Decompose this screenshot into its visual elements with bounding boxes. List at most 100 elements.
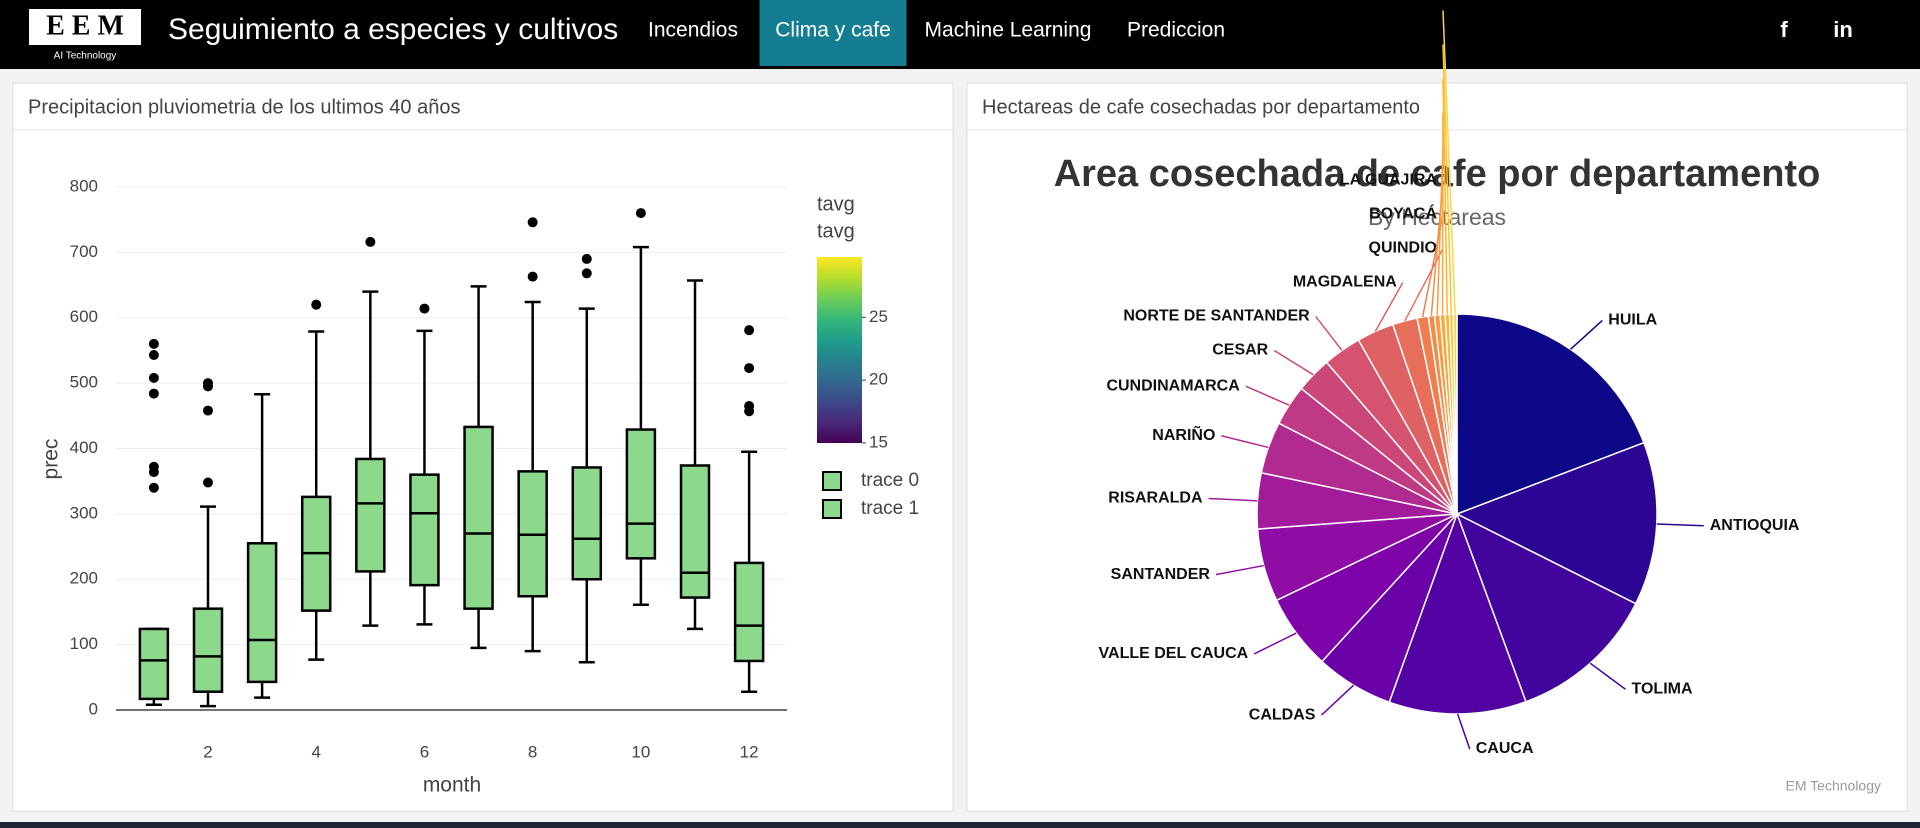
leader-line [1589,662,1626,690]
outlier [148,350,159,361]
box [625,428,657,560]
leader-line [1436,146,1444,316]
leader-line [1656,523,1704,527]
slice-label: LA GUAJIRA [1340,172,1438,189]
outlier [202,405,213,416]
pie-slice [1455,441,1658,605]
slice-label: CAUCA [1476,740,1534,757]
y-tick-label: 100 [70,634,98,653]
leader-line [1442,78,1449,315]
y-tick-label: 700 [70,242,98,261]
x-tick-label: 4 [311,742,320,761]
y-tick-label: 500 [70,373,98,392]
menu-item[interactable]: Incendios [648,19,738,42]
slice-label: VALLE DEL CAUCA [1099,645,1249,662]
slice-label: CUNDINAMARCA [1106,377,1240,394]
chart-title: Area cosechada de cafe por departamento [1054,153,1821,195]
box [192,607,224,693]
slice-label: BOYACÁ [1369,204,1437,223]
box [679,464,711,599]
menu-item[interactable]: Prediccion [1127,19,1225,42]
leader-line [1245,385,1290,406]
box [571,466,603,581]
social-icon[interactable]: in [1833,17,1853,42]
leader-line [1253,632,1297,655]
legend-title: tavg [817,193,855,215]
leader-line [1374,282,1404,332]
legend-swatch[interactable] [822,499,842,519]
leader-line [1442,10,1456,315]
menu-item[interactable]: Machine Learning [925,19,1092,42]
menu-item[interactable]: Clima y cafe [775,19,891,42]
box [138,627,170,701]
x-tick-label: 12 [740,742,759,761]
footer-bar [0,822,1920,828]
panel-title: Precipitacion pluviometria de los ultimo… [28,96,460,118]
y-axis-title: prec [40,439,63,480]
outlier [744,363,755,374]
legend-swatch[interactable] [822,471,842,491]
slice-label: MAGDALENA [1293,274,1397,291]
y-tick-label: 800 [70,176,98,195]
x-tick-label: 8 [528,742,537,761]
leader-line [1208,497,1258,502]
pie-slice [1456,313,1645,516]
colorbar-tick-label: 20 [869,370,888,389]
slice-label: NARIÑO [1152,424,1215,444]
box [246,542,278,684]
panel [12,82,954,812]
outlier [635,208,646,219]
outlier [581,268,592,279]
box [355,457,386,573]
outlier [527,217,538,228]
y-tick-label: 600 [70,307,98,326]
outlier [365,236,376,247]
outlier [527,271,538,282]
slice-label: ANTIOQUIA [1710,517,1800,534]
leader-line [1273,349,1314,376]
outlier [581,253,592,264]
logo-subtitle: AI Technology [54,51,117,62]
outlier [148,372,159,383]
box [463,425,494,610]
outlier [148,461,159,472]
slice-label: TOLIMA [1632,681,1693,698]
leader-line [1315,316,1343,351]
colorbar-tick-label: 25 [869,307,888,326]
legend-label[interactable]: trace 0 [861,470,919,491]
x-tick-label: 6 [420,742,429,761]
outlier [148,388,159,399]
box [409,473,440,587]
leader-line [1569,319,1603,350]
logo[interactable]: E E M [46,10,124,41]
y-tick-label: 400 [70,438,98,457]
slice-label: CESAR [1212,342,1268,359]
outlier [148,482,159,493]
legend-label[interactable]: trace 1 [861,498,919,519]
y-tick-label: 0 [89,699,98,718]
pie-slice [1452,313,1458,515]
leader-line [1320,684,1355,716]
y-tick-label: 200 [70,569,98,588]
chart-subtitle: By Hectareas [1368,204,1506,230]
logo-box[interactable] [29,9,141,45]
slice-label: SANTANDER [1111,566,1211,583]
outlier [202,378,213,389]
outlier [744,325,755,336]
colorbar-tick-label: 15 [869,432,888,451]
x-tick-label: 2 [203,742,212,761]
panel-title: Hectareas de cafe cosechadas por departa… [982,96,1420,118]
box [733,561,765,663]
leader-line [1456,713,1471,750]
slice-label: RISARALDA [1108,490,1203,507]
menu-active[interactable] [759,0,907,66]
outlier [311,299,322,310]
slice-label: NORTE DE SANTANDER [1123,308,1310,325]
slice-label: CALDAS [1249,706,1316,723]
social-icon[interactable]: f [1780,17,1788,42]
pie-slice [1455,512,1637,703]
navbar [0,0,1920,69]
x-axis-title: month [423,774,481,797]
colorbar [817,257,862,443]
